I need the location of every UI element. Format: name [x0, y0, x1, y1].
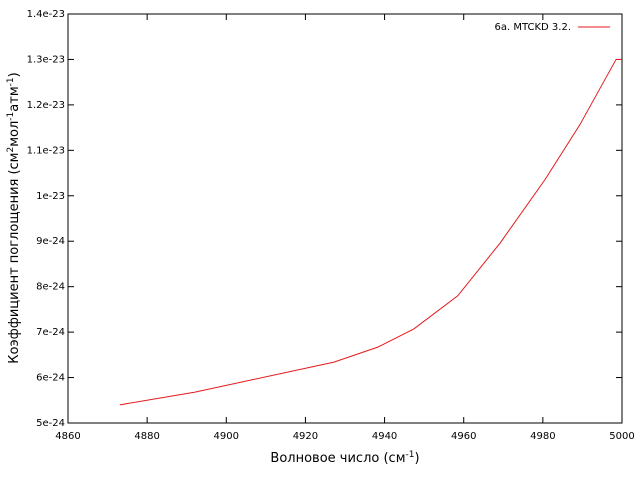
superscript: -1: [6, 112, 16, 121]
y-tick-label: 1.2e-23: [27, 100, 65, 111]
x-tick-label: 4880: [134, 431, 159, 442]
superscript: 2: [6, 147, 16, 153]
label-part: Коэффициент поглощения (см: [7, 153, 22, 364]
x-tick-label: 4960: [451, 431, 476, 442]
label-part: Волновое число (см: [270, 451, 405, 466]
x-tick-label: 5000: [609, 431, 634, 442]
y-tick-label: 1.4e-23: [27, 9, 65, 20]
y-tick-label: 1.1e-23: [27, 145, 65, 156]
x-tick-label: 4920: [293, 431, 318, 442]
label-part: ): [7, 72, 22, 77]
y-tick-label: 1e-23: [36, 191, 65, 202]
superscript: -1: [6, 77, 16, 86]
label-part: ): [414, 451, 419, 466]
x-tick-label: 4860: [55, 431, 80, 442]
superscript: -1: [406, 450, 415, 460]
label-part: мол: [7, 121, 22, 147]
x-tick-label: 4900: [214, 431, 239, 442]
ylabel: Коэффициент поглощения (см2мол-1атм-1): [6, 72, 22, 363]
x-tick-label: 4980: [530, 431, 555, 442]
y-tick-label: 6e-24: [36, 373, 65, 384]
plot-border: [67, 13, 623, 424]
series-line: [119, 58, 622, 406]
xlabel: Волновое число (см-1): [270, 450, 419, 466]
y-tick-label: 8e-24: [36, 282, 65, 293]
y-tick-label: 5e-24: [36, 418, 65, 429]
legend-label: 6a. MTCKD 3.2.: [495, 22, 572, 33]
x-tick-label: 4940: [372, 431, 397, 442]
y-tick-label: 1.3e-23: [27, 54, 65, 65]
label-part: атм: [7, 86, 22, 111]
y-tick-label: 7e-24: [36, 327, 65, 338]
y-tick-label: 9e-24: [36, 236, 65, 247]
